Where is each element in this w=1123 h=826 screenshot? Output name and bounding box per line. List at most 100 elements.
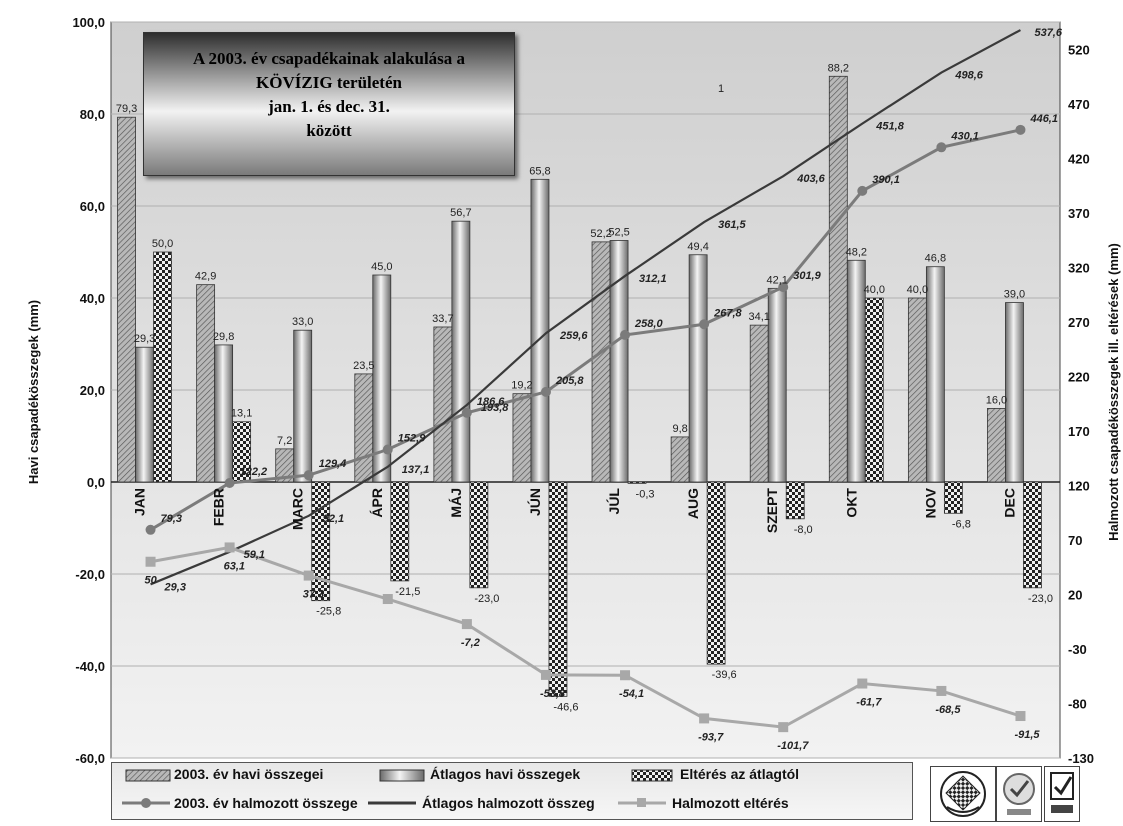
y2-tick-label: 320	[1068, 260, 1090, 275]
y2-tick-label: -80	[1068, 696, 1087, 711]
kovizig-logo-icon	[940, 771, 986, 817]
bar-value-label: 29,3	[134, 333, 155, 345]
bar-value-label: 29,8	[213, 331, 234, 343]
line-value-label: 301,9	[793, 270, 821, 282]
legend-label-monthly2003: 2003. év havi összegei	[174, 766, 324, 782]
bar-deviation	[153, 251, 172, 483]
line-value-label: 537,6	[1034, 27, 1062, 39]
bar-average-monthly	[293, 329, 313, 483]
bar-value-label: -39,6	[712, 669, 737, 681]
title-line-1: A 2003. év csapadékainak alakulása a	[192, 49, 466, 68]
bar-average-monthly	[688, 254, 708, 483]
marker-cumulative-2003	[857, 185, 868, 196]
y2-tick-label: 20	[1068, 587, 1082, 602]
line-value-label: 403,6	[796, 173, 825, 185]
sgs-check-icon	[1003, 773, 1035, 815]
ukas-certification-logo	[1044, 766, 1080, 822]
line-value-label: 258,0	[634, 318, 663, 330]
bar-average-monthly	[925, 266, 945, 483]
bar-value-label: 88,2	[828, 62, 849, 74]
bar-series	[117, 75, 1042, 697]
bar-average-monthly	[846, 259, 866, 483]
bar-value-label: 9,8	[672, 423, 687, 435]
legend-swatch-monthly2003	[125, 769, 171, 782]
legend: 2003. év havi összegei Átlagos havi össz…	[111, 762, 913, 820]
line-value-label: -53,8	[540, 688, 566, 700]
legend-swatches	[122, 769, 673, 808]
line-value-label: 152,9	[398, 433, 426, 445]
line-value-label: 451,8	[875, 121, 904, 133]
left-axis-title: Havi csapadékösszegek (mm)	[26, 300, 41, 484]
line-value-label: -93,7	[698, 731, 724, 743]
bar-deviation	[706, 481, 726, 665]
line-value-label: 79,3	[161, 513, 182, 525]
category-label: AUG	[685, 488, 701, 519]
category-label: ÁPR	[369, 488, 385, 518]
y-tick-label: 0,0	[87, 475, 105, 490]
bar-value-label: 16,0	[986, 394, 1007, 406]
marker-cumulative-2003	[224, 478, 235, 489]
marker-cumulative-deviation	[699, 713, 710, 724]
category-label: JÚL	[605, 488, 622, 515]
sgs-certification-logo	[996, 766, 1042, 822]
line-value-label: -7,2	[461, 637, 480, 649]
bar-average-monthly	[609, 240, 629, 483]
bar-value-label: -46,6	[553, 701, 578, 713]
y2-tick-label: -130	[1068, 751, 1094, 766]
marker-cumulative-deviation	[382, 594, 393, 605]
bar-value-label: 48,2	[846, 246, 867, 258]
line-value-label: 122,2	[240, 466, 268, 478]
bar-value-label: 40,0	[864, 284, 885, 296]
marker-cumulative-2003	[461, 407, 472, 418]
bar-monthly-2003	[670, 436, 690, 483]
category-label: JAN	[132, 488, 148, 516]
bar-monthly-2003	[828, 75, 848, 483]
marker-cumulative-2003	[620, 329, 631, 340]
marker-cumulative-2003	[699, 319, 710, 330]
legend-swatch-cumdev-marker	[637, 798, 646, 807]
bar-deviation	[1023, 481, 1042, 589]
legend-swatch-average	[379, 769, 425, 782]
right-axis-title: Halmozott csapadékösszegek ill. eltérése…	[1106, 243, 1121, 541]
right-axis-ticks: 520 470 420 370 320 270 220 170 120 70 20 -30 -80 -13…	[1068, 42, 1094, 766]
line-cumulative-2003	[149, 128, 1021, 532]
line-value-label: 205,8	[555, 375, 584, 387]
bar-deviation	[943, 481, 963, 514]
bar-value-label: 42,9	[195, 271, 216, 283]
bar-monthly-2003	[117, 116, 136, 483]
y-tick-label: -20,0	[75, 567, 105, 582]
line-value-label: 193,8	[481, 402, 509, 414]
line-value-label: 29,3	[164, 581, 186, 593]
y2-tick-label: 420	[1068, 151, 1090, 166]
bar-deviation	[390, 481, 410, 582]
legend-label-cumdev: Halmozott eltérés	[672, 795, 789, 811]
legend-swatch-deviation	[631, 769, 673, 782]
line-value-label: 37,3	[303, 589, 324, 601]
bar-value-label: 19,2	[511, 380, 532, 392]
bar-deviation	[469, 481, 489, 589]
y-tick-label: -60,0	[75, 751, 105, 766]
marker-cumulative-2003	[1015, 124, 1026, 135]
marker-cumulative-2003	[382, 444, 393, 455]
bar-value-label: 46,8	[925, 253, 946, 265]
bar-average-monthly	[530, 178, 550, 483]
data-labels: 79,3 42,9 7,2 23,5 33,7 19,2 52,2 9,8 34,1 88,2 40…	[116, 27, 1063, 752]
line-value-label: 50	[145, 575, 158, 587]
y2-tick-label: 270	[1068, 315, 1090, 330]
left-axis-ticks: 100,0 80,0 60,0 40,0 20,0 0,0 -20,0 -40,0 -60,0	[72, 15, 105, 766]
bar-value-label: 52,5	[608, 227, 629, 239]
marker-cumulative-deviation	[461, 619, 472, 630]
bar-value-label: 50,0	[152, 238, 173, 250]
marker-cumulative-deviation	[1015, 711, 1026, 722]
y-tick-label: -40,0	[75, 659, 105, 674]
marker-cumulative-2003	[936, 142, 947, 153]
line-value-label: 186,6	[477, 396, 505, 408]
title-line-3: jan. 1. és dec. 31.	[268, 97, 390, 116]
y2-tick-label: 520	[1068, 42, 1090, 57]
marker-cumulative-2003	[778, 282, 789, 293]
bar-monthly-2003	[907, 297, 927, 483]
bar-average-monthly	[451, 220, 471, 483]
y2-tick-label: 120	[1068, 478, 1090, 493]
category-label: MÁJ	[448, 488, 464, 518]
